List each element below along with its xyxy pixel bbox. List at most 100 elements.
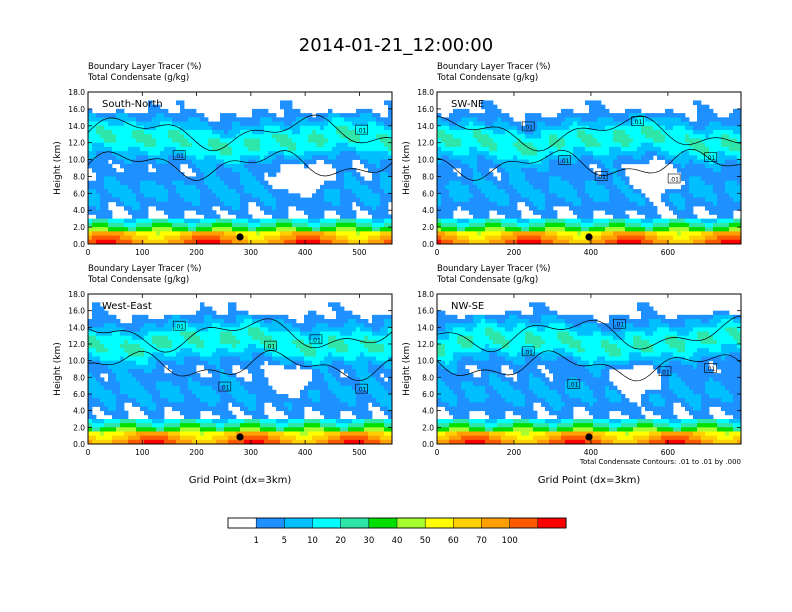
y-tick-label: 0.0 [422,240,434,249]
contour-label-box [594,171,608,181]
x-tick-label: 200 [507,248,522,257]
panel-label: South-North [102,99,163,110]
contour-label: .01 [706,366,716,373]
x-tick-label: 300 [244,448,259,457]
contour-label-box [309,334,323,345]
contour-label: .01 [660,369,670,376]
y-tick-label: 6.0 [422,189,434,198]
colorbar-swatch [340,517,370,529]
colorbar-label: 100 [502,536,518,546]
contour-label: .01 [669,176,679,183]
contour-note: Total Condensate Contours: .01 to .01 by… [579,458,741,466]
contour-label: .01 [357,387,367,394]
panel-frame [87,293,393,445]
y-tick-label: 16.0 [68,307,85,316]
y-tick-label: 14.0 [417,323,434,332]
y-tick-label: 8.0 [73,373,85,382]
contour-label: .01 [174,153,184,160]
panel-title-condensate: Total Condensate (g/kg) [436,73,538,83]
colorbar-frame [227,517,567,529]
field-fill [437,302,742,445]
x-tick-label: 300 [244,248,259,257]
x-tick-label: 100 [135,448,150,457]
panel-2: Boundary Layer Tracer (%)Total Condensat… [402,62,742,257]
y-axis-label: Height (km) [53,342,63,396]
y-tick-label: 16.0 [417,307,434,316]
contour-label: .01 [266,344,276,351]
contour-label-box [218,381,232,392]
panel-label: SW-NE [451,99,484,110]
panel-title-condensate: Total Condensate (g/kg) [87,275,189,285]
colorbar-label: 30 [363,536,374,546]
panel-title-tracer: Boundary Layer Tracer (%) [88,62,202,72]
y-tick-label: 10.0 [417,357,434,366]
y-axis-label: Height (km) [53,141,63,195]
panel-label: NW-SE [451,301,484,312]
y-tick-label: 2.0 [422,223,434,232]
x-tick-label: 200 [189,248,204,257]
contour-label: .01 [615,322,625,329]
contour-label: .01 [523,349,533,356]
colorbar-label: 60 [448,536,459,546]
x-tick-label: 200 [507,448,522,457]
location-marker [585,433,593,441]
contour-label-box [667,173,681,184]
y-tick-label: 12.0 [417,340,434,349]
x-axis-label: Grid Point (dx=3km) [189,475,292,486]
contour-label-box [172,320,186,331]
y-axis-label: Height (km) [402,141,412,195]
location-marker [236,433,244,441]
field-fill [88,302,393,445]
panel-title-condensate: Total Condensate (g/kg) [436,275,538,285]
panel-4: Boundary Layer Tracer (%)Total Condensat… [402,264,742,486]
contour-label-box [558,155,571,165]
y-tick-label: 18.0 [417,88,434,97]
contour-label-box [355,124,368,135]
location-marker [236,233,244,241]
y-tick-label: 4.0 [73,407,85,416]
x-tick-label: 400 [584,248,599,257]
x-axis-label: Grid Point (dx=3km) [538,475,641,486]
colorbar-swatch [312,517,342,529]
y-tick-label: 14.0 [68,122,85,131]
x-tick-label: 600 [661,248,676,257]
y-tick-label: 6.0 [73,189,85,198]
colorbar-label: 50 [420,536,431,546]
y-tick-label: 10.0 [68,357,85,366]
panel-title-tracer: Boundary Layer Tracer (%) [437,62,551,72]
panel-label: West-East [102,301,152,312]
y-tick-label: 14.0 [68,323,85,332]
y-tick-label: 18.0 [68,88,85,97]
panel-title-tracer: Boundary Layer Tracer (%) [437,264,551,274]
contour-label-box [355,383,368,394]
contour-label-box [613,318,626,329]
colorbar-label: 40 [392,536,403,546]
colorbar-swatch [396,517,426,529]
contour-label-box [521,346,535,357]
colorbar-swatch [227,517,257,529]
colorbar-swatch [424,517,454,529]
y-tick-label: 18.0 [417,290,434,299]
colorbar-swatch [509,517,539,529]
contour-label: .01 [596,174,606,181]
y-tick-label: 4.0 [73,206,85,215]
y-tick-label: 0.0 [73,240,85,249]
panel-title-tracer: Boundary Layer Tracer (%) [88,264,202,274]
y-tick-label: 8.0 [73,172,85,181]
contour-label: .01 [569,382,579,389]
colorbar-label: 70 [476,536,487,546]
colorbar-swatch [255,517,285,529]
colorbar-label: 10 [307,536,318,546]
colorbar-swatch [481,517,511,529]
y-tick-label: 10.0 [417,156,434,165]
x-tick-label: 200 [189,448,204,457]
y-tick-label: 4.0 [422,407,434,416]
y-tick-label: 6.0 [73,390,85,399]
y-tick-label: 0.0 [73,440,85,449]
x-tick-label: 0 [86,448,91,457]
x-tick-label: 0 [435,448,440,457]
contour-label-box [704,152,717,162]
colorbar-label: 20 [335,536,346,546]
colorbar: 1 5 10 20 30 40 50 60 70 100 [227,517,567,546]
